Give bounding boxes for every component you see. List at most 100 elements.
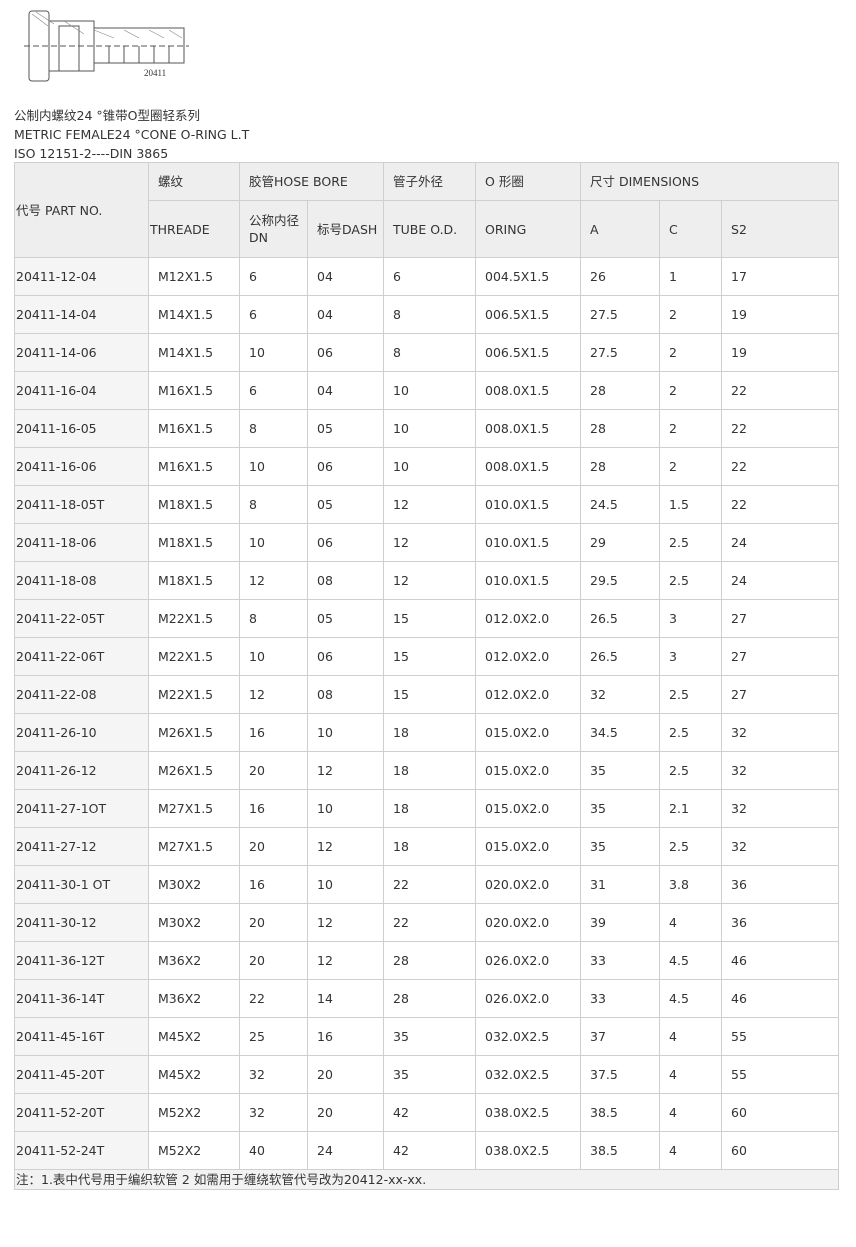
cell-dash: 20 (306, 1093, 385, 1132)
cell-dash: 20 (306, 1055, 385, 1094)
cell-dim-a: 33 (580, 941, 661, 980)
cell-tube-od: 28 (383, 979, 477, 1018)
cell-dash: 12 (306, 751, 385, 790)
table-row: 20411-22-05T M22X1.5 8 05 15 012.0X2.0 26.5 3 27 (14, 599, 840, 638)
cell-thread: M26X1.5 (148, 713, 240, 752)
cell-tube-od: 22 (383, 903, 477, 942)
cell-oring: 008.0X1.5 (475, 447, 582, 486)
cell-dash: 12 (306, 827, 385, 866)
cell-thread: M18X1.5 (148, 485, 240, 524)
cell-oring: 038.0X2.5 (475, 1131, 582, 1170)
cell-tube-od: 12 (383, 523, 477, 562)
cell-dn: 40 (239, 1131, 308, 1170)
cell-dash: 05 (306, 599, 385, 638)
cell-dn: 20 (239, 751, 308, 790)
cell-part-no: 20411-22-08 (14, 675, 149, 714)
cell-dn: 20 (239, 903, 308, 942)
cell-part-no: 20411-26-10 (14, 713, 149, 752)
cell-part-no: 20411-22-06T (14, 637, 149, 676)
fitting-drawing: 20411 (24, 10, 189, 82)
cell-dn: 22 (239, 979, 308, 1018)
cell-oring: 026.0X2.0 (475, 979, 582, 1018)
cell-oring: 038.0X2.5 (475, 1093, 582, 1132)
cell-dash: 12 (306, 941, 385, 980)
table-row: 20411-16-04 M16X1.5 6 04 10 008.0X1.5 28 2 22 (14, 371, 840, 410)
cell-tube-od: 18 (383, 751, 477, 790)
title-en: METRIC FEMALE24 °CONE O-RING L.T (14, 127, 250, 142)
cell-dn: 6 (239, 295, 308, 334)
cell-oring: 008.0X1.5 (475, 371, 582, 410)
cell-dim-c: 2 (659, 333, 723, 372)
header-tube-en: TUBE O.D. (383, 200, 477, 258)
cell-dn: 6 (239, 257, 308, 296)
cell-tube-od: 28 (383, 941, 477, 980)
cell-thread: M22X1.5 (148, 675, 240, 714)
table-row: 20411-18-08 M18X1.5 12 08 12 010.0X1.5 29.5 2.5… (14, 561, 840, 600)
cell-thread: M30X2 (148, 903, 240, 942)
cell-dash: 10 (306, 865, 385, 904)
header-s2: S2 (721, 200, 840, 258)
cell-dim-s2: 32 (721, 789, 840, 828)
table-row: 20411-18-06 M18X1.5 10 06 12 010.0X1.5 29 2.5 24 (14, 523, 840, 562)
cell-part-no: 20411-52-20T (14, 1093, 149, 1132)
cell-oring: 006.5X1.5 (475, 333, 582, 372)
cell-tube-od: 18 (383, 789, 477, 828)
cell-dim-a: 39 (580, 903, 661, 942)
cell-dim-s2: 27 (721, 599, 840, 638)
cell-part-no: 20411-36-12T (14, 941, 149, 980)
cell-dn: 20 (239, 827, 308, 866)
cell-dim-a: 29 (580, 523, 661, 562)
cell-dim-c: 2 (659, 295, 723, 334)
table-row: 20411-45-16T M45X2 25 16 35 032.0X2.5 37 4 55 (14, 1017, 840, 1056)
cell-tube-od: 10 (383, 371, 477, 410)
cell-dn: 20 (239, 941, 308, 980)
cell-part-no: 20411-14-04 (14, 295, 149, 334)
cell-dim-c: 4 (659, 903, 723, 942)
table-row: 20411-36-12T M36X2 20 12 28 026.0X2.0 33 4.5 46 (14, 941, 840, 980)
cell-dim-c: 2 (659, 447, 723, 486)
cell-dim-s2: 24 (721, 561, 840, 600)
table-row: 20411-52-24T M52X2 40 24 42 038.0X2.5 38.5 4 60 (14, 1131, 840, 1170)
cell-tube-od: 15 (383, 599, 477, 638)
cell-dim-a: 31 (580, 865, 661, 904)
table-row: 20411-30-12 M30X2 20 12 22 020.0X2.0 39 4 36 (14, 903, 840, 942)
header-dash: 标号DASH (306, 200, 385, 258)
cell-dim-c: 3.8 (659, 865, 723, 904)
table-row: 20411-14-06 M14X1.5 10 06 8 006.5X1.5 27.5 2 19 (14, 333, 840, 372)
titles: 公制内螺纹24 °锥带O型圈轻系列 METRIC FEMALE24 °CONE … (14, 106, 249, 163)
cell-dim-s2: 55 (721, 1017, 840, 1056)
header-hose-bore: 胶管HOSE BORE (238, 162, 385, 201)
cell-dim-a: 38.5 (580, 1131, 661, 1170)
cell-dim-a: 37.5 (580, 1055, 661, 1094)
cell-part-no: 20411-27-1OT (14, 789, 149, 828)
cell-thread: M27X1.5 (148, 789, 240, 828)
cell-thread: M45X2 (148, 1055, 240, 1094)
cell-dash: 16 (306, 1017, 385, 1056)
cell-dim-s2: 60 (721, 1131, 840, 1170)
cell-dash: 05 (306, 485, 385, 524)
cell-dash: 06 (306, 637, 385, 676)
cell-tube-od: 8 (383, 295, 477, 334)
cell-part-no: 20411-30-12 (14, 903, 149, 942)
cell-part-no: 20411-16-04 (14, 371, 149, 410)
cell-part-no: 20411-18-06 (14, 523, 149, 562)
cell-dim-s2: 22 (721, 447, 840, 486)
cell-oring: 010.0X1.5 (475, 523, 582, 562)
table-row: 20411-18-05T M18X1.5 8 05 12 010.0X1.5 24.5 1.5… (14, 485, 840, 524)
cell-dim-a: 32 (580, 675, 661, 714)
cell-dim-a: 27.5 (580, 333, 661, 372)
cell-dn: 32 (239, 1055, 308, 1094)
cell-dn: 16 (239, 865, 308, 904)
cell-dash: 04 (306, 257, 385, 296)
cell-dim-s2: 27 (721, 637, 840, 676)
cell-part-no: 20411-16-06 (14, 447, 149, 486)
cell-dim-s2: 46 (721, 941, 840, 980)
cell-thread: M16X1.5 (148, 409, 240, 448)
cell-dim-s2: 46 (721, 979, 840, 1018)
cell-dn: 12 (239, 561, 308, 600)
cell-dim-s2: 22 (721, 371, 840, 410)
cell-dim-s2: 17 (721, 257, 840, 296)
table-row: 20411-27-12 M27X1.5 20 12 18 015.0X2.0 35 2.5 32 (14, 827, 840, 866)
cell-dim-c: 1 (659, 257, 723, 296)
cell-dim-c: 2 (659, 371, 723, 410)
